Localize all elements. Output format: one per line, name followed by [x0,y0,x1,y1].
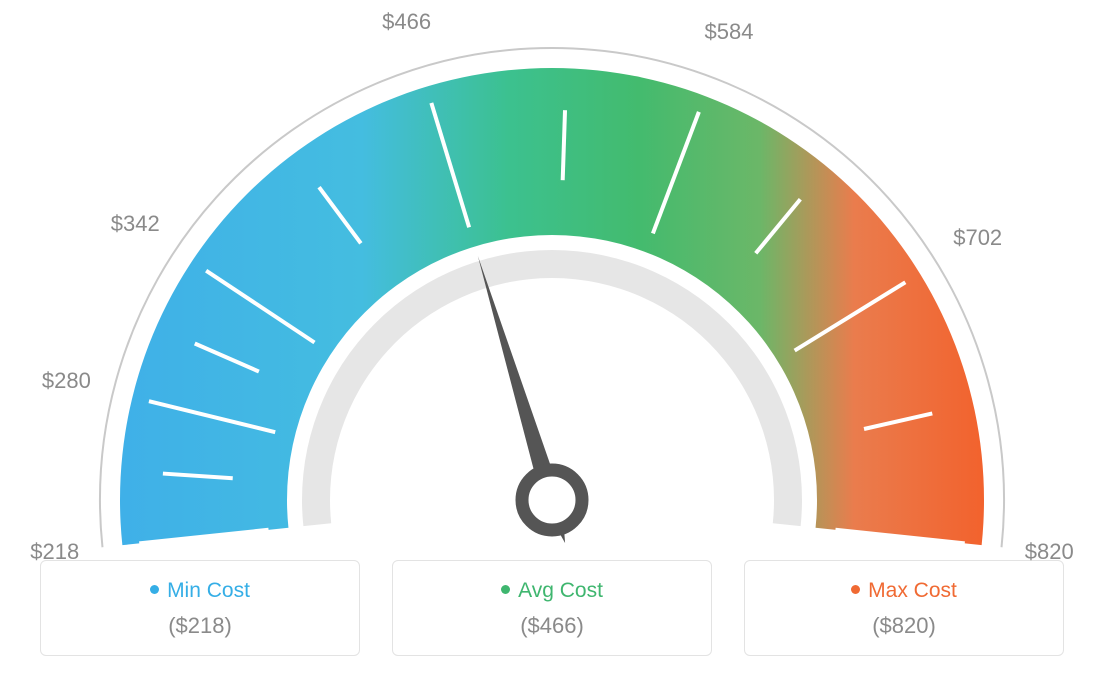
legend-title-avg: Avg Cost [403,579,701,603]
gauge-svg [0,0,1104,560]
gauge-tick-label: $280 [42,368,91,394]
legend-value-max: ($820) [755,613,1053,639]
gauge-tick-label: $584 [705,19,754,45]
legend-value-min: ($218) [51,613,349,639]
legend-value-avg: ($466) [403,613,701,639]
legend-title-max: Max Cost [755,579,1053,603]
gauge-chart: $218$280$342$466$584$702$820 [0,0,1104,560]
gauge-tick-label: $466 [382,9,431,35]
legend-row: Min Cost ($218) Avg Cost ($466) Max Cost… [0,560,1104,656]
gauge-tick-label: $342 [111,211,160,237]
legend-card-max: Max Cost ($820) [744,560,1064,656]
legend-title-min: Min Cost [51,579,349,603]
gauge-tick-label: $218 [30,539,79,565]
legend-card-avg: Avg Cost ($466) [392,560,712,656]
gauge-tick-label: $702 [953,225,1002,251]
legend-card-min: Min Cost ($218) [40,560,360,656]
gauge-tick-label: $820 [1025,539,1074,565]
